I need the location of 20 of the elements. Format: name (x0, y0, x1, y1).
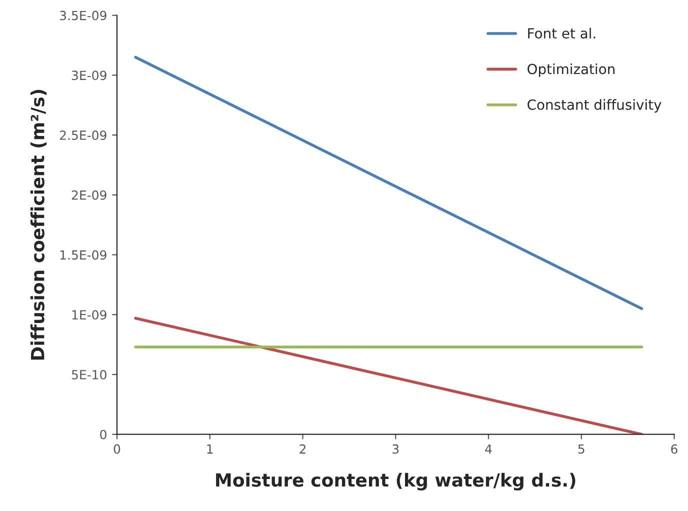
x-tick-label: 3 (392, 444, 399, 454)
y-tick-label: 1E-09 (72, 310, 106, 320)
x-tick-label: 1 (207, 444, 213, 454)
x-tick-label: 4 (485, 444, 492, 454)
legend-label: Font et al. (528, 28, 596, 39)
x-axis-title: Moisture content (kg water/kg d.s.) (216, 472, 576, 490)
x-tick-label: 5 (578, 444, 584, 454)
y-tick-label: 1.5E-09 (60, 250, 106, 260)
legend-label: Optimization (528, 63, 614, 77)
x-tick-label: 0 (114, 444, 120, 454)
legend-label: Constant diffusivity (528, 99, 662, 113)
x-tick-label: 6 (671, 444, 678, 454)
y-tick-label: 5E-10 (72, 370, 106, 380)
y-tick-label: 3.5E-09 (60, 10, 106, 20)
y-tick-label: 0 (100, 430, 106, 440)
y-tick-label: 3E-09 (72, 70, 106, 80)
y-tick-label: 2.5E-09 (60, 130, 106, 140)
y-axis-title: Diffusion coefficient (m²/s) (30, 90, 47, 360)
y-tick-label: 2E-09 (72, 190, 106, 200)
x-tick-label: 2 (300, 444, 306, 454)
